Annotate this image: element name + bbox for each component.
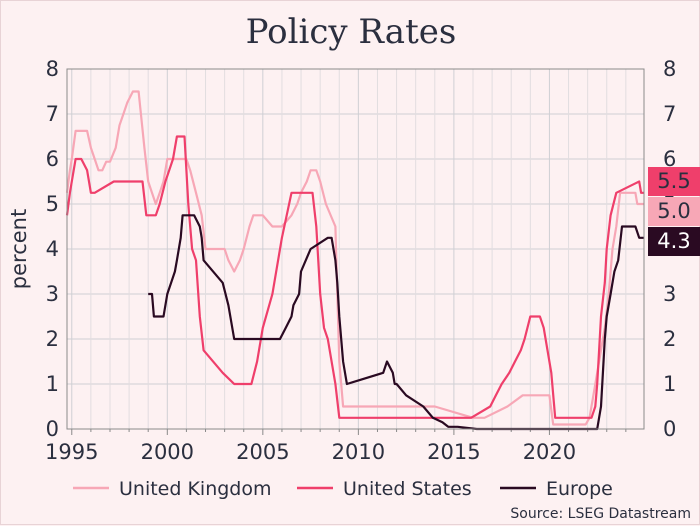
y-tick-label-left: 3 (46, 282, 59, 306)
y-tick-label-left: 1 (46, 372, 59, 396)
legend-item-united-kingdom: United Kingdom (73, 478, 272, 500)
y-tick-label-right: 8 (663, 57, 676, 81)
legend-item-united-states: United States (297, 478, 472, 500)
series-lines (65, 90, 644, 431)
x-tick-label: 2015 (427, 440, 480, 464)
series-line-europe (148, 214, 644, 431)
end-label-value: 5.5 (657, 169, 690, 193)
y-tick-label-right: 6 (663, 147, 676, 171)
y-tick-label-left: 4 (46, 237, 59, 261)
legend-label: United Kingdom (119, 478, 272, 500)
end-value-labels: 5.5 5.0 4.3 (648, 167, 700, 256)
y-tick-label-right: 2 (663, 327, 676, 351)
chart-title: Policy Rates (246, 12, 457, 52)
source-note: Source: LSEG Datastream (510, 506, 691, 522)
y-tick-label-right: 0 (663, 417, 676, 441)
end-label-box (648, 197, 700, 226)
series-line-united-kingdom (65, 90, 644, 426)
plot-border (66, 68, 645, 430)
y-axis-left: 0 1 2 3 4 5 6 7 8 (46, 57, 59, 441)
end-label-box (648, 227, 700, 256)
legend-item-europe: Europe (500, 478, 613, 500)
end-label-value: 5.0 (657, 199, 690, 223)
y-tick-label-right: 7 (663, 102, 676, 126)
grid-lines (67, 68, 644, 430)
x-tick-label: 2005 (236, 440, 289, 464)
legend-label: United States (343, 478, 472, 500)
y-tick-label-left: 6 (46, 147, 59, 171)
x-tick-label: 1995 (45, 440, 98, 464)
x-tick-label: 2000 (141, 440, 194, 464)
x-axis: 1995 2000 2005 2010 2015 2020 (45, 429, 627, 464)
y-tick-label-left: 0 (46, 417, 59, 441)
end-label-value: 4.3 (657, 229, 690, 253)
end-label-united-kingdom: 5.0 (648, 197, 700, 226)
y-tick-label-left: 2 (46, 327, 59, 351)
legend-label: Europe (546, 478, 613, 500)
legend: United Kingdom United States Europe (73, 478, 613, 500)
y-tick-label-left: 5 (46, 192, 59, 216)
series-line-united-states (65, 135, 644, 419)
x-tick-label: 2020 (523, 440, 576, 464)
x-tick-label: 2010 (332, 440, 385, 464)
y-tick-label-left: 8 (46, 57, 59, 81)
y-tick-label-right: 3 (663, 282, 676, 306)
y-axis-label: percent (7, 209, 31, 289)
y-tick-label-right: 1 (663, 372, 676, 396)
end-label-box (648, 167, 700, 196)
end-label-united-states: 5.5 (648, 167, 700, 196)
end-label-europe: 4.3 (648, 227, 700, 256)
y-tick-label-left: 7 (46, 102, 59, 126)
